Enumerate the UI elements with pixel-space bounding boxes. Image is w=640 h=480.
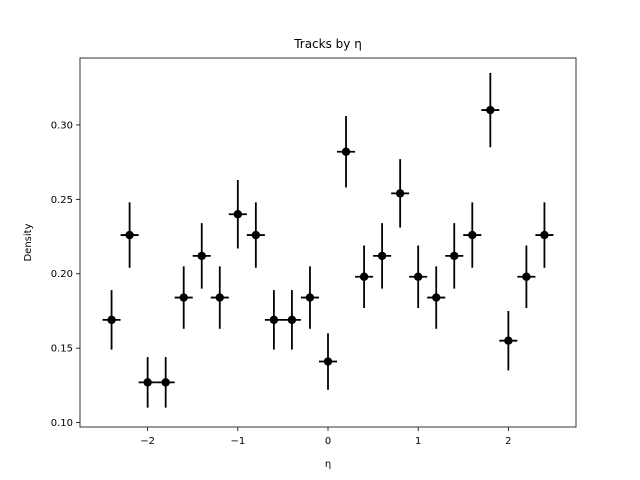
data-point bbox=[215, 293, 224, 302]
x-axis-label: η bbox=[325, 459, 331, 470]
data-point bbox=[395, 189, 405, 198]
data-point bbox=[377, 251, 387, 261]
data-point bbox=[540, 230, 549, 240]
y-tick-label: 0.30 bbox=[51, 120, 73, 131]
data-point bbox=[269, 315, 279, 325]
x-tick-label: −1 bbox=[230, 436, 245, 447]
data-point bbox=[486, 105, 495, 115]
data-point bbox=[450, 251, 459, 261]
data-point bbox=[359, 272, 369, 281]
data-point bbox=[143, 378, 152, 387]
data-point bbox=[432, 293, 441, 302]
data-point bbox=[305, 293, 315, 302]
y-tick-label: 0.10 bbox=[51, 418, 73, 429]
plot-frame bbox=[79, 57, 577, 428]
data-point bbox=[522, 272, 531, 281]
x-tick-label: 2 bbox=[505, 436, 511, 447]
chart-title: Tracks by η bbox=[293, 37, 362, 51]
x-tick-label: 1 bbox=[415, 436, 421, 447]
x-ticks: −2 −1 0 1 2 bbox=[140, 427, 512, 447]
y-tick-label: 0.15 bbox=[51, 344, 73, 355]
data-point bbox=[287, 315, 297, 325]
data-point bbox=[107, 315, 116, 325]
data-point bbox=[233, 210, 243, 219]
data-point bbox=[125, 230, 134, 240]
data-point bbox=[341, 147, 351, 156]
y-tick-label: 0.20 bbox=[51, 269, 73, 280]
x-tick-label: −2 bbox=[140, 436, 155, 447]
data-point bbox=[323, 357, 333, 366]
data-point bbox=[468, 230, 477, 240]
data-layer bbox=[102, 72, 554, 408]
y-ticks: 0.10 0.15 0.20 0.25 0.30 bbox=[51, 120, 80, 429]
x-tick-label: 0 bbox=[325, 436, 331, 447]
data-point bbox=[197, 251, 206, 261]
data-point bbox=[504, 336, 513, 345]
y-axis-label: Density bbox=[23, 223, 34, 261]
y-tick-label: 0.25 bbox=[51, 195, 73, 206]
data-point bbox=[179, 293, 188, 302]
data-point bbox=[251, 230, 261, 240]
data-point bbox=[161, 378, 170, 387]
data-point bbox=[413, 272, 423, 281]
